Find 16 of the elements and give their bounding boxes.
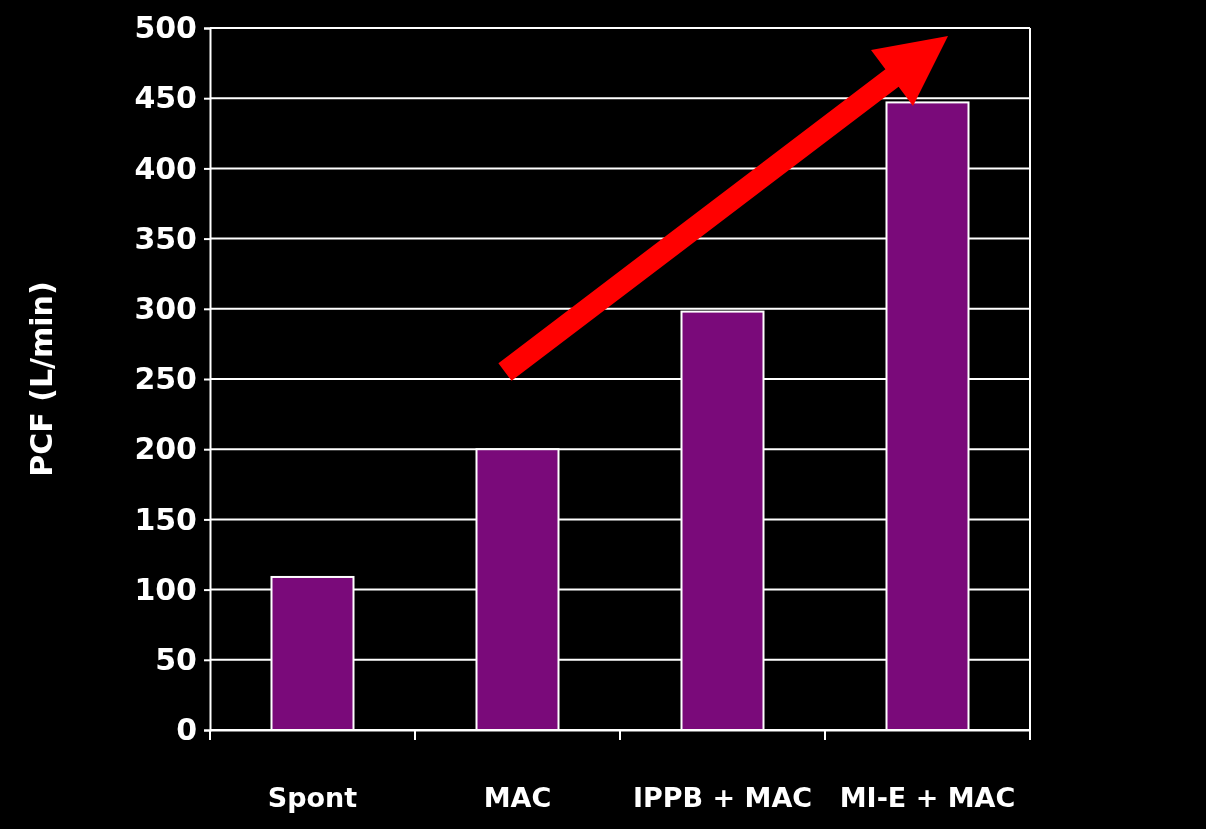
- y-tick-label: 0: [176, 712, 197, 748]
- y-tick-label: 200: [134, 431, 197, 467]
- x-tick-label: Spont: [267, 782, 358, 814]
- y-tick-label: 50: [155, 641, 197, 677]
- y-tick-label: 100: [134, 571, 197, 607]
- y-tick-label: 450: [134, 80, 197, 116]
- y-axis-title: PCF (L/min): [24, 281, 59, 477]
- x-tick-label: IPPB + MAC: [632, 782, 813, 814]
- y-tick-label: 350: [134, 220, 197, 256]
- y-tick-label: 150: [134, 501, 197, 537]
- x-tick-label: MAC: [483, 782, 552, 814]
- y-tick-label: 250: [134, 361, 197, 397]
- y-tick-label: 500: [134, 10, 197, 46]
- y-tick-label: 300: [134, 290, 197, 326]
- x-tick-label: MI-E + MAC: [839, 782, 1016, 814]
- y-tick-label: 400: [134, 150, 197, 186]
